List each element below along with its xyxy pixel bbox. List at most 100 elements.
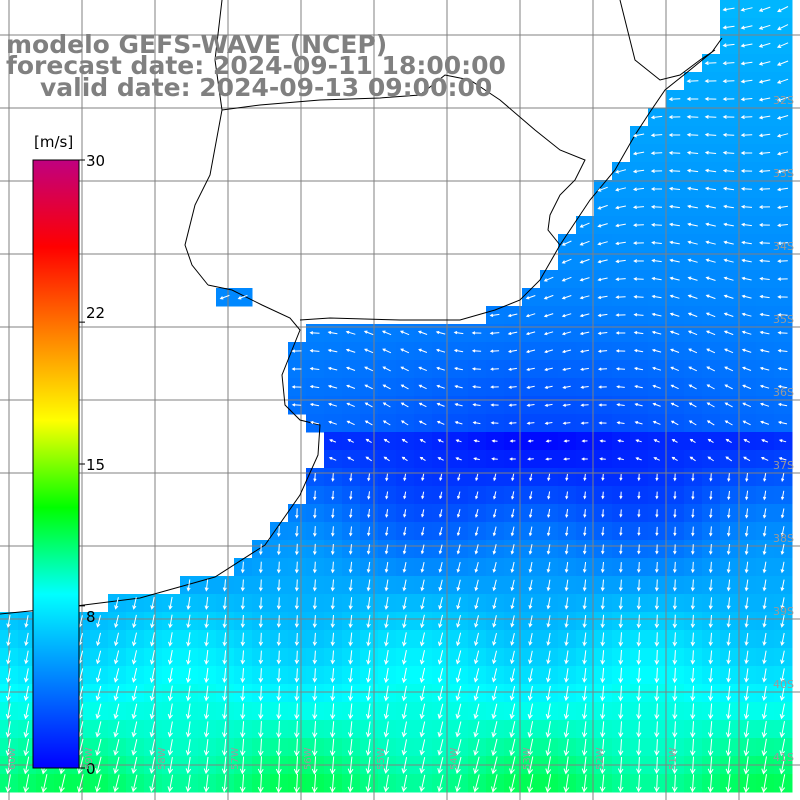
wind-arrow bbox=[455, 668, 462, 683]
wind-arrow bbox=[582, 597, 587, 610]
wind-arrow bbox=[743, 721, 750, 738]
wind-arrow bbox=[672, 579, 677, 592]
wind-arrow bbox=[671, 774, 678, 793]
wind-arrow bbox=[741, 294, 752, 299]
wind-arrow bbox=[402, 614, 407, 629]
wind-arrow bbox=[240, 721, 246, 738]
wind-arrow bbox=[221, 756, 228, 775]
wind-arrow bbox=[526, 403, 535, 407]
wind-arrow bbox=[670, 384, 679, 390]
wind-arrow bbox=[636, 561, 641, 574]
wind-arrow bbox=[294, 720, 300, 739]
wind-arrow bbox=[276, 525, 281, 538]
lon-label: 54W bbox=[449, 747, 460, 770]
wind-arrow bbox=[456, 526, 461, 537]
wind-arrow bbox=[617, 756, 624, 775]
wind-arrow bbox=[365, 438, 372, 444]
wind-arrow bbox=[221, 721, 228, 738]
wind-arrow bbox=[761, 774, 768, 793]
wind-arrow bbox=[777, 367, 788, 371]
wind-arrow bbox=[669, 330, 680, 335]
wind-arrow bbox=[562, 385, 571, 389]
wind-arrow bbox=[420, 561, 425, 573]
wind-arrow bbox=[330, 543, 335, 556]
wind-arrow bbox=[761, 703, 767, 720]
wind-arrow bbox=[418, 420, 427, 426]
wind-arrow bbox=[561, 313, 572, 318]
wind-arrow bbox=[704, 61, 717, 66]
wind-arrow bbox=[599, 756, 606, 775]
wind-arrow bbox=[616, 421, 625, 425]
wind-arrow bbox=[331, 490, 335, 501]
wind-arrow bbox=[619, 473, 623, 482]
wind-arrow bbox=[562, 367, 571, 371]
wind-arrow bbox=[239, 774, 246, 793]
wind-arrow bbox=[438, 544, 443, 555]
wind-arrow bbox=[294, 597, 299, 610]
wind-arrow bbox=[705, 294, 716, 300]
wind-arrow bbox=[400, 402, 409, 408]
wind-arrow bbox=[349, 491, 353, 500]
wind-arrow bbox=[293, 773, 300, 794]
wind-arrow bbox=[743, 756, 750, 775]
wind-arrow bbox=[615, 331, 626, 335]
wind-arrow bbox=[525, 331, 536, 336]
wind-arrow bbox=[637, 526, 641, 537]
wind-arrow bbox=[708, 703, 714, 720]
colorbar-tick-22: 22 bbox=[86, 304, 106, 322]
wind-arrow bbox=[6, 668, 11, 683]
wind-arrow bbox=[527, 439, 534, 443]
wind-arrow bbox=[776, 42, 789, 48]
wind-arrow bbox=[615, 205, 626, 210]
wind-arrow bbox=[653, 774, 660, 793]
wind-arrow bbox=[777, 24, 789, 31]
lat-label: 33S bbox=[773, 167, 794, 180]
wind-arrow bbox=[364, 384, 373, 390]
wind-arrow bbox=[708, 561, 713, 574]
wind-arrow bbox=[348, 650, 354, 665]
wind-arrow bbox=[776, 133, 789, 138]
wind-arrow bbox=[740, 25, 753, 30]
wind-arrow bbox=[385, 526, 389, 537]
wind-arrow bbox=[597, 277, 608, 282]
wind-arrow bbox=[474, 615, 479, 628]
wind-arrow bbox=[650, 169, 663, 173]
wind-arrow bbox=[744, 632, 749, 647]
wind-arrow bbox=[600, 614, 605, 629]
wind-arrow bbox=[565, 473, 569, 482]
wind-arrow bbox=[565, 491, 569, 500]
wind-arrow bbox=[276, 632, 282, 647]
wind-arrow bbox=[525, 349, 536, 354]
wind-arrow bbox=[185, 703, 191, 720]
wind-arrow bbox=[635, 439, 642, 443]
wind-arrow bbox=[455, 756, 462, 774]
wind-arrow bbox=[77, 774, 84, 793]
wind-arrow bbox=[777, 6, 789, 13]
wind-arrow bbox=[258, 703, 264, 720]
wind-arrow bbox=[382, 366, 391, 372]
wind-arrow bbox=[312, 721, 318, 738]
wind-arrow bbox=[704, 96, 717, 101]
wind-arrow bbox=[401, 721, 407, 738]
wind-arrow bbox=[529, 491, 533, 500]
wind-arrow bbox=[654, 597, 660, 610]
wind-arrow bbox=[346, 384, 356, 389]
wind-arrow bbox=[722, 61, 735, 66]
wind-arrow bbox=[185, 774, 192, 793]
wind-arrow bbox=[777, 241, 788, 246]
wind-arrow bbox=[473, 721, 480, 738]
wind-arrow bbox=[762, 632, 767, 647]
wind-arrow bbox=[637, 544, 641, 555]
lat-label: 34S bbox=[773, 240, 794, 253]
wind-arrow bbox=[474, 597, 479, 610]
wind-arrow bbox=[705, 258, 716, 263]
wind-arrow bbox=[688, 420, 697, 426]
wind-arrow bbox=[437, 774, 444, 793]
wind-arrow bbox=[456, 632, 462, 647]
wind-arrow bbox=[186, 579, 191, 592]
wind-arrow bbox=[312, 579, 317, 592]
wind-arrow bbox=[455, 685, 462, 702]
wind-arrow bbox=[705, 240, 716, 245]
wind-arrow bbox=[132, 597, 137, 610]
wind-arrow bbox=[547, 491, 551, 500]
